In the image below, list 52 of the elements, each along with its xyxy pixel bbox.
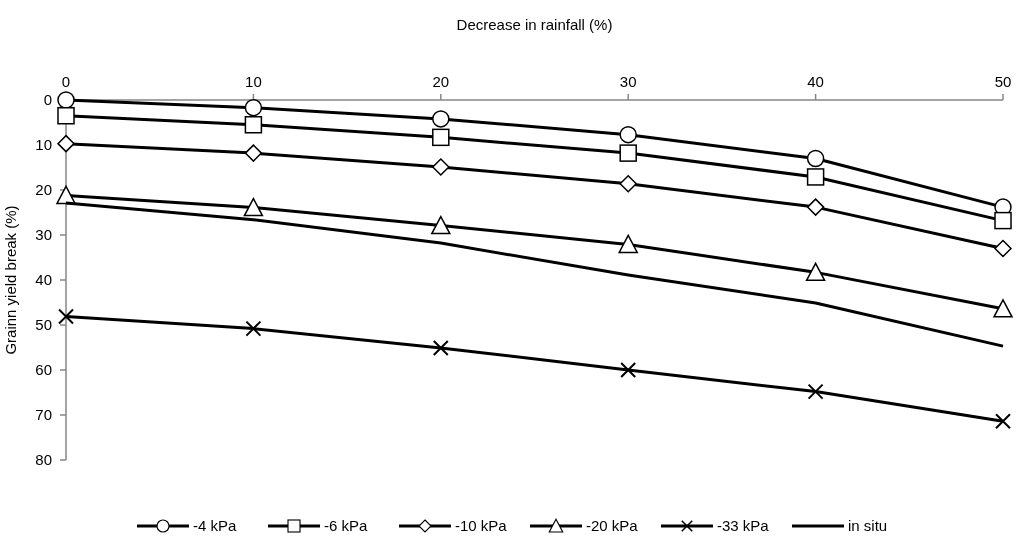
point bbox=[431, 215, 451, 235]
point bbox=[807, 383, 824, 400]
y-tick-label: 60 bbox=[35, 361, 52, 378]
point bbox=[619, 144, 637, 162]
y-tick-label: 20 bbox=[35, 181, 52, 198]
point bbox=[805, 262, 826, 282]
x-tick-label: 30 bbox=[619, 73, 637, 90]
point bbox=[806, 149, 825, 168]
point bbox=[58, 308, 74, 325]
x-tick-label: 40 bbox=[807, 73, 824, 90]
point bbox=[432, 110, 450, 128]
point bbox=[244, 144, 263, 162]
legend-label: -4 kPa bbox=[193, 517, 238, 534]
legend-label: -33 kPa bbox=[717, 517, 770, 534]
point bbox=[806, 198, 825, 216]
legend-label: -20 kPa bbox=[586, 517, 639, 534]
point bbox=[57, 134, 75, 153]
point bbox=[432, 339, 449, 356]
point bbox=[993, 299, 1013, 318]
point bbox=[56, 185, 76, 205]
legend-label: in situ bbox=[848, 517, 888, 534]
x-tick-label: 20 bbox=[432, 73, 450, 90]
y-tick-label: 0 bbox=[43, 91, 52, 108]
point bbox=[57, 107, 75, 125]
y-tick-label: 30 bbox=[35, 226, 52, 243]
y-tick-label: 80 bbox=[35, 451, 52, 468]
x-tick-label: 0 bbox=[61, 73, 71, 90]
point bbox=[432, 128, 450, 147]
legend-label: -10 kPa bbox=[455, 517, 508, 534]
legend-label: -6 kPa bbox=[324, 517, 369, 534]
point bbox=[245, 320, 262, 337]
point bbox=[995, 413, 1011, 430]
point bbox=[619, 125, 637, 144]
y-tick-label: 10 bbox=[35, 136, 52, 153]
y-axis-title: Grainn yield break (%) bbox=[2, 205, 19, 355]
point bbox=[620, 362, 637, 378]
y-tick-label: 40 bbox=[35, 271, 52, 288]
x-tick-label: 50 bbox=[994, 73, 1012, 90]
point bbox=[432, 158, 450, 176]
point bbox=[619, 174, 637, 193]
point bbox=[243, 197, 264, 217]
y-tick-label: 50 bbox=[35, 316, 52, 333]
x-axis-title: Decrease in rainfall (%) bbox=[456, 16, 613, 33]
point bbox=[57, 91, 75, 109]
point bbox=[618, 234, 638, 254]
point bbox=[244, 116, 263, 134]
point bbox=[994, 239, 1012, 258]
point bbox=[806, 168, 825, 186]
y-tick-label: 70 bbox=[35, 406, 52, 423]
point bbox=[994, 211, 1012, 230]
x-tick-label: 10 bbox=[245, 73, 262, 90]
point bbox=[244, 98, 263, 117]
